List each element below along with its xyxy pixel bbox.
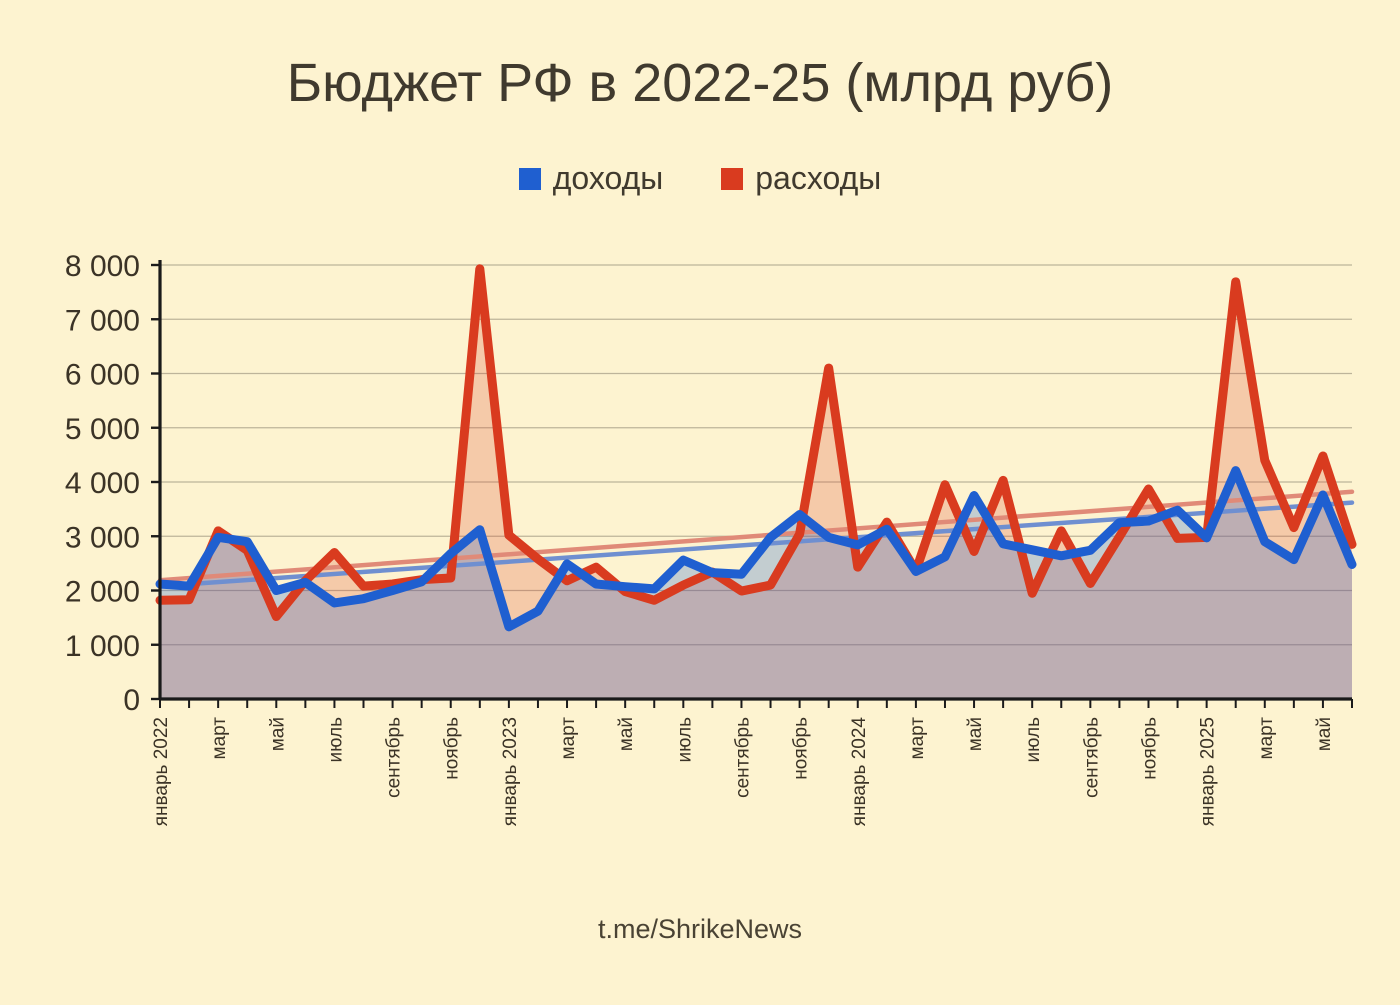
x-axis-tick-label: июль [325, 717, 346, 763]
y-axis-tick-label: 0 [123, 684, 140, 717]
x-axis-tick-label: ноябрь [791, 717, 812, 780]
x-axis-tick-label: июль [1023, 717, 1044, 763]
chart-legend: доходы расходы [0, 160, 1400, 197]
income-line [155, 466, 1357, 632]
legend-item-income: доходы [518, 160, 664, 197]
y-axis-tick-label: 3 000 [65, 521, 140, 554]
y-axis-tick-label: 6 000 [65, 359, 140, 392]
y-axis-tick-label: 1 000 [65, 630, 140, 663]
x-axis-tick-label: март [1256, 717, 1277, 760]
x-axis-tick-label: июль [674, 717, 695, 763]
x-axis-tick-label: сентябрь [733, 717, 754, 798]
x-axis-tick-label: сентябрь [1081, 717, 1102, 798]
x-axis-tick-label: январь 2023 [500, 717, 521, 826]
legend-label-expense: расходы [755, 160, 882, 196]
x-axis-tick-label: январь 2022 [151, 717, 172, 826]
legend-item-expense: расходы [721, 160, 881, 197]
x-axis-tick-label: сентябрь [384, 717, 405, 798]
y-axis-tick-label: 7 000 [65, 304, 140, 337]
y-axis-tick-label: 2 000 [65, 576, 140, 609]
x-axis-tick-label: март [907, 717, 928, 760]
y-axis-tick-label: 5 000 [65, 413, 140, 446]
legend-swatch-expense [721, 167, 744, 190]
x-axis-tick-label: май [616, 717, 637, 751]
x-axis-tick-label: январь 2024 [849, 717, 870, 827]
expense-line [155, 264, 1357, 622]
expense-trendline [157, 489, 1355, 583]
x-axis-tick-label: ноябрь [1140, 717, 1161, 780]
legend-label-income: доходы [552, 160, 664, 196]
expense-area [160, 268, 1352, 699]
footer-credit: t.me/ShrikeNews [597, 914, 803, 944]
y-axis-tick-label: 4 000 [65, 467, 140, 500]
x-axis-tick-label: март [209, 717, 230, 760]
x-axis-tick-label: ноябрь [442, 717, 463, 780]
page-title: Бюджет РФ в 2022-25 (млрд руб) [286, 53, 1114, 113]
x-axis-tick-label: май [267, 717, 288, 751]
x-axis-tick-label: май [965, 717, 986, 751]
x-axis-tick-label: январь 2025 [1198, 717, 1219, 826]
legend-swatch-income [518, 167, 541, 190]
x-axis-tick-label: май [1314, 717, 1335, 751]
y-axis-tick-label: 8 000 [65, 250, 140, 283]
x-axis-tick-label: март [558, 717, 579, 760]
